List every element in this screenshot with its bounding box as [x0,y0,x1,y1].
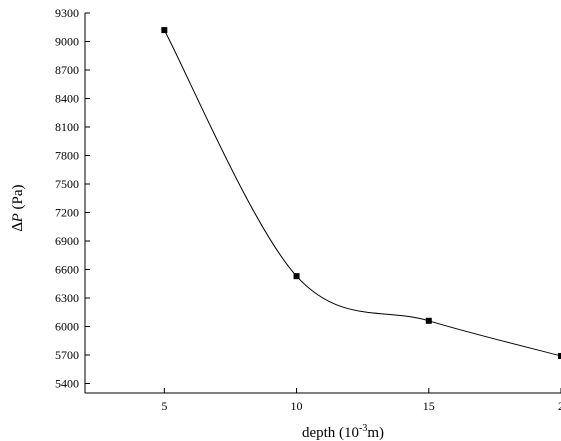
y-tick-label: 6000 [55,320,79,334]
y-tick-label: 6900 [55,234,79,248]
y-tick-label: 7500 [55,177,79,191]
y-axis-title: ∆P (Pa) [10,184,26,231]
y-tick-label: 7200 [55,206,79,220]
x-tick-label: 15 [423,399,435,413]
series-line [163,29,561,357]
y-tick-label: 5700 [55,348,79,362]
x-axis-title-unit: m) [367,425,384,441]
data-point [558,352,561,359]
y-tick-label: 8100 [55,120,79,134]
x-axis-title-sup: -3 [359,423,367,434]
y-tick-label: 8700 [55,63,79,77]
y-axis-title-unit: (Pa) [10,184,26,213]
y-axis-ticks: 5400 5700 6000 6300 6600 6900 7200 7500 7800 8100… [55,6,90,391]
data-point [293,273,300,280]
y-tick-label: 7800 [55,149,79,163]
data-point [161,27,168,34]
y-tick-label: 6300 [55,291,79,305]
y-axis-title-symbol: ∆ [10,222,26,231]
x-axis-title: depth (10-3m) [302,423,384,441]
x-axis-title-text: depth (10 [302,425,359,441]
data-point [425,317,432,324]
y-tick-label: 5400 [55,377,79,391]
y-tick-label: 9000 [55,35,79,49]
x-tick-label: 10 [291,399,303,413]
y-tick-label: 9300 [55,6,79,20]
y-tick-label: 6600 [55,263,79,277]
series-markers [161,27,561,359]
x-axis-ticks: 5 10 15 2 [161,388,561,413]
y-axis-title-var: P [10,213,26,223]
x-tick-label: 5 [161,399,167,413]
y-tick-label: 8400 [55,92,79,106]
x-tick-label: 2 [558,399,561,413]
